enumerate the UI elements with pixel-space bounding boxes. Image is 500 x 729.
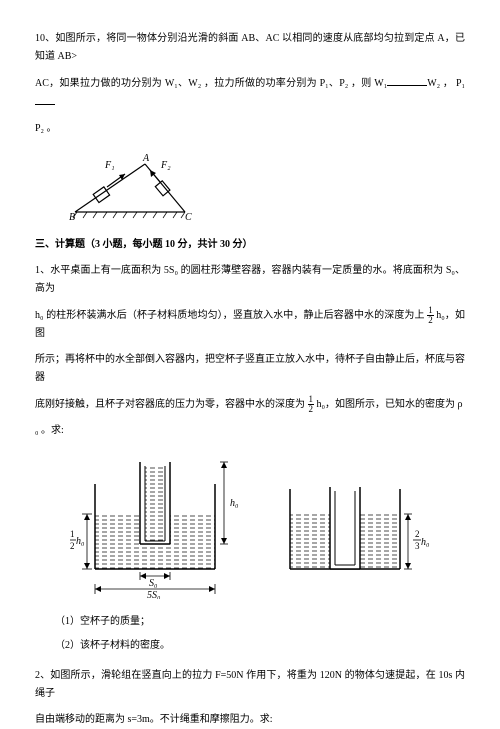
q1-p2: h₀ 的柱形杯装满水后（杯子材料质地均匀），竖直放入水中，静止后容器中水的深度为… xyxy=(35,306,465,343)
container-diagrams: h₀ 1 2 h₀ S₀ 5S₀ xyxy=(35,454,465,599)
left-container-svg: h₀ 1 2 h₀ S₀ 5S₀ xyxy=(70,454,240,599)
blank-p1p2 xyxy=(35,93,55,105)
triangle-figure: A B C F₁ F₂ xyxy=(65,152,465,222)
right-container-svg: 2 3 h₀ xyxy=(280,469,430,599)
label-23-num: 2 xyxy=(415,529,420,539)
label-S0: S₀ xyxy=(149,578,158,589)
sub-q2: （2）该杯子材料的密度。 xyxy=(55,637,465,655)
q10-line3: P₂ 。 xyxy=(35,123,57,134)
label-5S0: 5S₀ xyxy=(147,590,161,599)
q1-p3: 所示；再将杯中的水全部倒入容器内，把空杯子竖直正立放入水中，待杯子自由静止后，杯… xyxy=(35,351,465,387)
label-h0: h₀ xyxy=(230,498,239,509)
q1-p4a: 底刚好接触，且杯子对容器底的压力为零，容器中水的深度为 xyxy=(35,399,308,410)
label-A: A xyxy=(142,153,150,164)
q10-line1: 10、如图所示，将同一物体分别沿光滑的斜面 AB、AC 以相同的速度从底部均匀拉… xyxy=(35,33,465,62)
q1-p1: 1、水平桌面上有一底面积为 5S₀ 的圆柱形薄壁容器，容器内装有一定质量的水。将… xyxy=(35,262,465,298)
q10-para2: AC，如果拉力做的功分别为 W₁、W₂ ，拉力所做的功率分别为 P₁、P₂ ，则… xyxy=(35,74,465,112)
label-half-num: 1 xyxy=(70,529,75,539)
q2-line2: 自由端移动的距离为 s=3m。不计绳重和摩擦阻力。求: xyxy=(35,711,465,729)
q10-line2-mid: W₂ ， P₁ xyxy=(427,78,465,89)
q1-p4: 底刚好接触，且杯子对容器底的压力为零，容器中水的深度为 12 h₀，如图所示，已… xyxy=(35,395,465,414)
q1-p2a: h₀ 的柱形杯装满水后（杯子材料质地均匀），竖直放入水中，静止后容器中水的深度为… xyxy=(35,310,427,321)
label-F1: F₁ xyxy=(104,160,115,171)
q2-line1: 2、如图所示，滑轮组在竖直向上的拉力 F=50N 作用下，将重为 120N 的物… xyxy=(35,667,465,703)
label-23-den: 3 xyxy=(415,541,420,551)
label-F2: F₂ xyxy=(160,160,171,171)
label-C: C xyxy=(185,212,192,222)
label-23-h0: h₀ xyxy=(421,537,430,548)
q10-para3: P₂ 。 xyxy=(35,120,465,138)
q10-para: 10、如图所示，将同一物体分别沿光滑的斜面 AB、AC 以相同的速度从底部均匀拉… xyxy=(35,30,465,66)
blank-w1w2 xyxy=(387,74,427,86)
label-half-den: 2 xyxy=(70,541,75,551)
triangle-svg: A B C F₁ F₂ xyxy=(65,152,205,222)
q1-p5: ₀ 。求: xyxy=(35,422,465,440)
label-B: B xyxy=(69,212,75,222)
section3-title: 三、计算题（3 小题，每小题 10 分，共计 30 分） xyxy=(35,236,465,254)
sub-q1: （1）空杯子的质量； xyxy=(55,613,465,631)
q1-p4b: h₀，如图所示，已知水的密度为 ρ xyxy=(314,399,462,410)
label-half-h0: h₀ xyxy=(76,536,85,547)
q10-line2: AC，如果拉力做的功分别为 W₁、W₂ ，拉力所做的功率分别为 P₁、P₂ ，则… xyxy=(35,78,387,89)
